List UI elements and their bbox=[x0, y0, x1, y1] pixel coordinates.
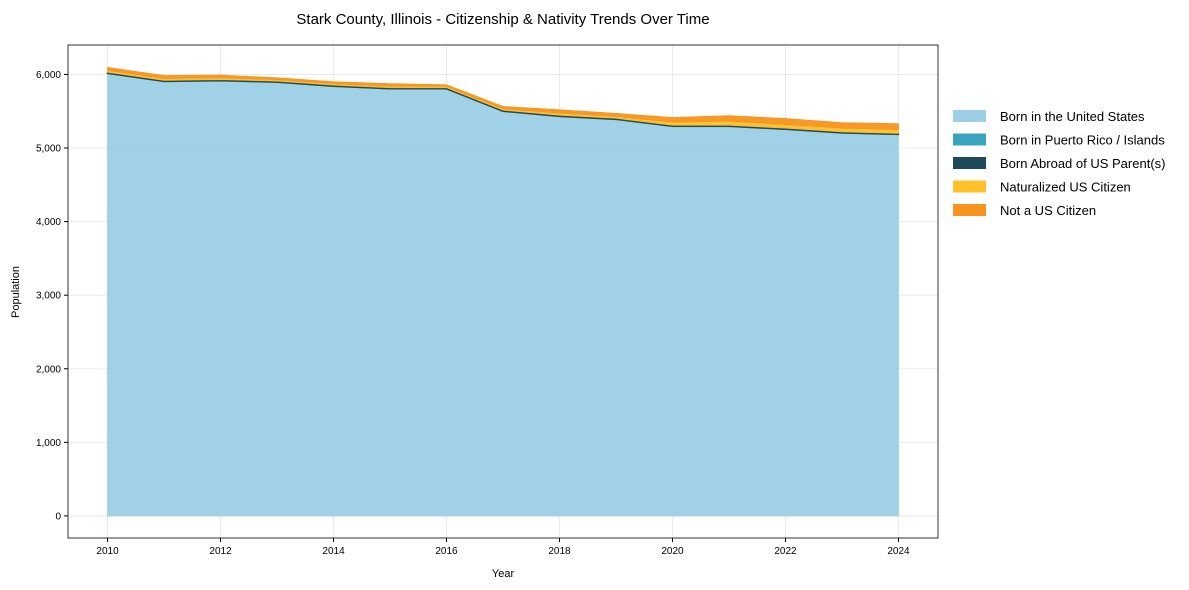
y-tick-label: 3,000 bbox=[36, 291, 61, 302]
y-tick-label: 5,000 bbox=[36, 144, 61, 155]
chart-title: Stark County, Illinois - Citizenship & N… bbox=[296, 11, 709, 28]
legend-label: Not a US Citizen bbox=[1000, 203, 1096, 218]
y-tick-label: 4,000 bbox=[36, 217, 61, 228]
legend: Born in the United States Born in Puerto … bbox=[953, 109, 1165, 218]
x-axis-label: Year bbox=[492, 568, 515, 580]
areas bbox=[106, 66, 900, 517]
x-tick-label: 2018 bbox=[548, 546, 571, 557]
x-tick-label: 2022 bbox=[774, 546, 797, 557]
legend-swatch bbox=[953, 204, 986, 216]
y-tick-label: 0 bbox=[55, 511, 61, 522]
legend-swatch bbox=[953, 180, 986, 193]
x-tick-label: 2020 bbox=[661, 546, 684, 557]
x-ticks: 2010 2012 2014 2016 2018 2020 2022 2024 bbox=[96, 538, 910, 557]
y-ticks: 0 1,000 2,000 3,000 4,000 5,000 6,000 bbox=[36, 70, 68, 522]
y-tick-label: 1,000 bbox=[36, 438, 61, 449]
legend-label: Naturalized US Citizen bbox=[1000, 180, 1131, 195]
x-tick-label: 2012 bbox=[209, 546, 232, 557]
legend-label: Born in the United States bbox=[1000, 109, 1145, 124]
y-tick-label: 6,000 bbox=[36, 70, 61, 81]
legend-swatch bbox=[953, 157, 986, 169]
y-tick-label: 2,000 bbox=[36, 364, 61, 375]
x-tick-label: 2024 bbox=[887, 546, 910, 557]
x-tick-label: 2010 bbox=[96, 546, 119, 557]
legend-swatch bbox=[953, 110, 986, 122]
y-axis-label: Population bbox=[10, 266, 22, 318]
area-not-a-us-citizen bbox=[107, 66, 899, 131]
area-born-in-the-united-states bbox=[107, 73, 899, 517]
legend-label: Born in Puerto Rico / Islands bbox=[1000, 133, 1165, 148]
x-tick-label: 2014 bbox=[322, 546, 345, 557]
legend-label: Born Abroad of US Parent(s) bbox=[1000, 156, 1165, 171]
legend-swatch bbox=[953, 133, 986, 146]
x-tick-label: 2016 bbox=[435, 546, 458, 557]
plot-frame bbox=[67, 44, 939, 539]
